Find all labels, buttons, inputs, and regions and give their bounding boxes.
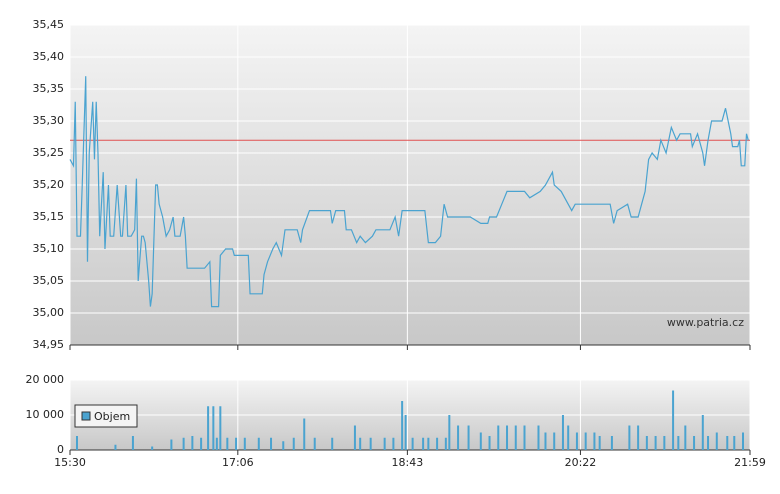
volume-bar bbox=[303, 418, 306, 450]
volume-bar bbox=[444, 437, 447, 450]
y-tick-label: 34,95 bbox=[33, 338, 65, 351]
x-tick-label: 15:30 bbox=[54, 456, 86, 469]
y-tick-label: 35,45 bbox=[33, 18, 65, 31]
volume-bar bbox=[707, 436, 710, 450]
volume-bar bbox=[645, 436, 648, 450]
volume-bar bbox=[523, 425, 526, 450]
watermark: www.patria.cz bbox=[667, 316, 744, 329]
volume-bar bbox=[726, 436, 729, 450]
y-tick-label: 10 000 bbox=[26, 408, 65, 421]
volume-bar bbox=[427, 437, 430, 450]
volume-bar bbox=[663, 436, 666, 450]
volume-bar bbox=[677, 436, 680, 450]
volume-bar bbox=[715, 432, 718, 450]
volume-bar bbox=[114, 444, 117, 450]
volume-bar bbox=[170, 439, 173, 450]
volume-bar bbox=[392, 437, 395, 450]
y-tick-label: 35,15 bbox=[33, 210, 65, 223]
volume-bar bbox=[151, 446, 154, 450]
volume-bar bbox=[75, 436, 78, 450]
volume-bar bbox=[488, 436, 491, 450]
volume-bar bbox=[404, 415, 407, 450]
x-tick-label: 18:43 bbox=[392, 456, 424, 469]
volume-bar bbox=[292, 437, 295, 450]
x-tick-label: 20:22 bbox=[565, 456, 597, 469]
volume-bar bbox=[684, 425, 687, 450]
volume-bar bbox=[567, 425, 570, 450]
y-tick-label: 35,05 bbox=[33, 274, 65, 287]
volume-bar bbox=[654, 436, 657, 450]
volume-bar bbox=[610, 436, 613, 450]
volume-bar bbox=[457, 425, 460, 450]
volume-bar bbox=[479, 432, 482, 450]
volume-bar bbox=[497, 425, 500, 450]
y-tick-label: 35,00 bbox=[33, 306, 65, 319]
volume-bar bbox=[448, 415, 451, 450]
volume-bar bbox=[672, 390, 675, 450]
volume-bar bbox=[593, 432, 596, 450]
volume-bar bbox=[514, 425, 517, 450]
volume-bar bbox=[733, 436, 736, 450]
volume-bar bbox=[215, 437, 218, 450]
volume-bar bbox=[219, 406, 222, 450]
volume-bar bbox=[584, 432, 587, 450]
volume-bar bbox=[537, 425, 540, 450]
volume-bar bbox=[257, 437, 260, 450]
volume-bar bbox=[243, 437, 246, 450]
volume-bar bbox=[313, 437, 316, 450]
x-tick-label: 17:06 bbox=[222, 456, 254, 469]
volume-bar bbox=[182, 437, 185, 450]
volume-bar bbox=[467, 425, 470, 450]
x-tick-label: 21:59 bbox=[734, 456, 766, 469]
volume-bar bbox=[628, 425, 631, 450]
volume-bar bbox=[131, 436, 134, 450]
volume-bar bbox=[436, 437, 439, 450]
y-tick-label: 35,30 bbox=[33, 114, 65, 127]
y-tick-label: 0 bbox=[57, 443, 64, 456]
volume-bar bbox=[561, 415, 564, 450]
volume-bar bbox=[383, 437, 386, 450]
y-tick-label: 35,20 bbox=[33, 178, 65, 191]
y-tick-label: 35,25 bbox=[33, 146, 65, 159]
y-tick-label: 20 000 bbox=[26, 373, 65, 386]
volume-bar bbox=[637, 425, 640, 450]
legend-label: Objem bbox=[94, 410, 130, 423]
y-tick-label: 35,40 bbox=[33, 50, 65, 63]
volume-bar bbox=[270, 437, 273, 450]
volume-bar bbox=[598, 436, 601, 450]
volume-bar bbox=[553, 432, 556, 450]
y-tick-label: 35,10 bbox=[33, 242, 65, 255]
volume-bar bbox=[212, 406, 215, 450]
price-line bbox=[69, 76, 749, 308]
volume-bar bbox=[422, 437, 425, 450]
volume-bar bbox=[331, 437, 334, 450]
volume-bar bbox=[701, 415, 704, 450]
volume-bar bbox=[693, 436, 696, 450]
legend-swatch bbox=[81, 411, 91, 421]
volume-bar bbox=[282, 441, 285, 450]
legend-box bbox=[74, 404, 138, 428]
volume-bar bbox=[235, 437, 238, 450]
volume-bar bbox=[369, 437, 372, 450]
volume-bar bbox=[401, 401, 404, 450]
volume-bar bbox=[353, 425, 356, 450]
volume-bar bbox=[226, 437, 229, 450]
volume-bar bbox=[575, 432, 578, 450]
volume-bar bbox=[411, 437, 414, 450]
volume-bar bbox=[207, 406, 210, 450]
volume-bar bbox=[742, 432, 745, 450]
volume-bar bbox=[200, 437, 203, 450]
volume-bar bbox=[544, 432, 547, 450]
y-tick-label: 35,35 bbox=[33, 82, 65, 95]
volume-bar bbox=[191, 436, 194, 450]
volume-bar bbox=[506, 425, 509, 450]
volume-bar bbox=[359, 437, 362, 450]
